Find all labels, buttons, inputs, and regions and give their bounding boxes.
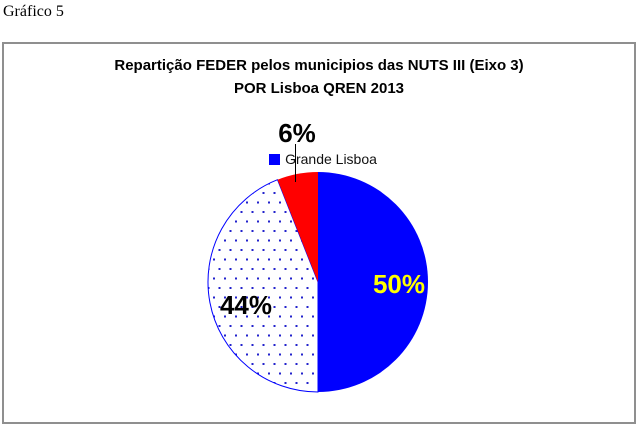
legend-label: Grande Lisboa — [285, 151, 377, 167]
figure-caption: Gráfico 5 — [3, 3, 64, 20]
pie-slice-6% — [277, 172, 318, 282]
slice-label-44pct: 44% — [219, 290, 273, 320]
pie-chart — [207, 172, 428, 393]
slice-label-grande-lisboa: 50% — [372, 269, 426, 299]
slice-label-6pct: 6% — [278, 118, 316, 148]
chart-title: Repartição FEDER pelos municipios das NU… — [4, 54, 634, 100]
legend: Grande Lisboa — [12, 151, 634, 167]
pie-slice-44% — [207, 179, 319, 393]
pie-slice-grande-lisboa — [318, 172, 428, 392]
leader-line-6pct — [295, 144, 296, 182]
chart-title-line1: Repartição FEDER pelos municipios das NU… — [114, 57, 524, 74]
chart-area: Repartição FEDER pelos municipios das NU… — [2, 42, 636, 424]
chart-title-line2: POR Lisboa QREN 2013 — [233, 80, 405, 97]
legend-swatch — [269, 153, 281, 165]
